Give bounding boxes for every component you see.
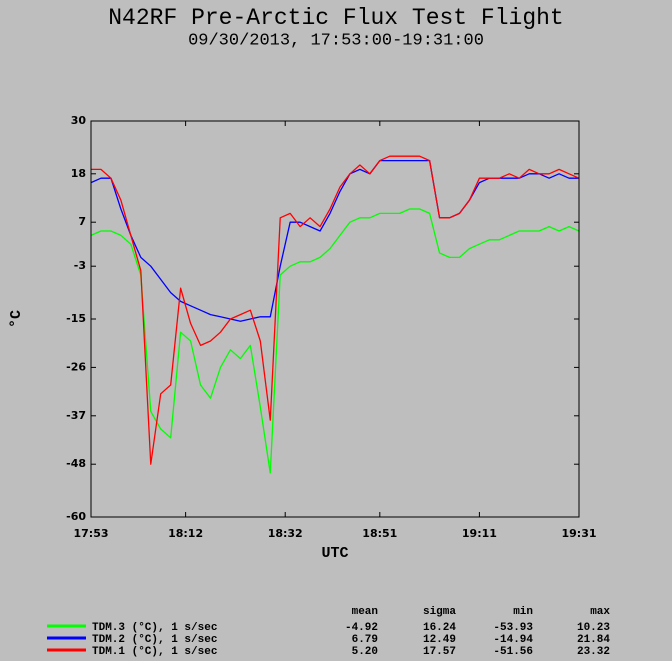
- series-line: [90, 208, 580, 474]
- stat-header: mean: [352, 606, 378, 618]
- x-tick-label: 19:11: [462, 527, 497, 540]
- chart-title: N42RF Pre-Arctic Flux Test Flight: [108, 5, 563, 31]
- x-axis-label: UTC: [321, 545, 348, 562]
- stat-value: 23.32: [577, 646, 610, 658]
- stat-header: sigma: [423, 606, 456, 618]
- x-tick-label: 18:12: [168, 527, 203, 540]
- x-tick-label: 19:31: [561, 527, 596, 540]
- chart-subtitle: 09/30/2013, 17:53:00-19:31:00: [188, 31, 484, 50]
- y-tick-label: -3: [74, 259, 86, 272]
- stat-value: 6.79: [352, 634, 378, 646]
- y-tick-label: -15: [66, 312, 86, 325]
- legend-label: TDM.1 (°C), 1 s/sec: [92, 646, 217, 658]
- legend-label: TDM.3 (°C), 1 s/sec: [92, 622, 217, 634]
- stat-value: 16.24: [423, 622, 456, 634]
- y-tick-label: -60: [66, 510, 86, 523]
- legend-label: TDM.2 (°C), 1 s/sec: [92, 634, 217, 646]
- series-line: [90, 159, 579, 322]
- stat-value: -53.93: [493, 622, 533, 634]
- y-axis-label: °C: [8, 310, 25, 328]
- stat-value: -51.56: [493, 646, 533, 658]
- x-tick-label: 17:53: [73, 527, 108, 540]
- x-tick-label: 18:51: [362, 527, 397, 540]
- stat-value: 17.57: [423, 646, 456, 658]
- y-tick-label: -26: [66, 360, 86, 373]
- y-tick-label: 30: [71, 114, 87, 127]
- y-tick-label: -48: [66, 457, 86, 470]
- stat-header: min: [513, 606, 533, 618]
- stat-value: -14.94: [493, 634, 533, 646]
- series-line: [91, 155, 580, 465]
- y-tick-label: 7: [78, 215, 86, 228]
- plot-area: [90, 155, 580, 474]
- stat-value: 10.23: [577, 622, 610, 634]
- stat-value: 21.84: [577, 634, 610, 646]
- y-tick-label: -37: [66, 409, 86, 422]
- y-tick-label: 18: [71, 167, 86, 180]
- stat-value: 5.20: [352, 646, 378, 658]
- plot-frame: [90, 120, 580, 518]
- x-tick-label: 18:32: [268, 527, 303, 540]
- stat-header: max: [590, 606, 610, 618]
- stat-value: 12.49: [423, 634, 456, 646]
- stat-value: -4.92: [345, 622, 378, 634]
